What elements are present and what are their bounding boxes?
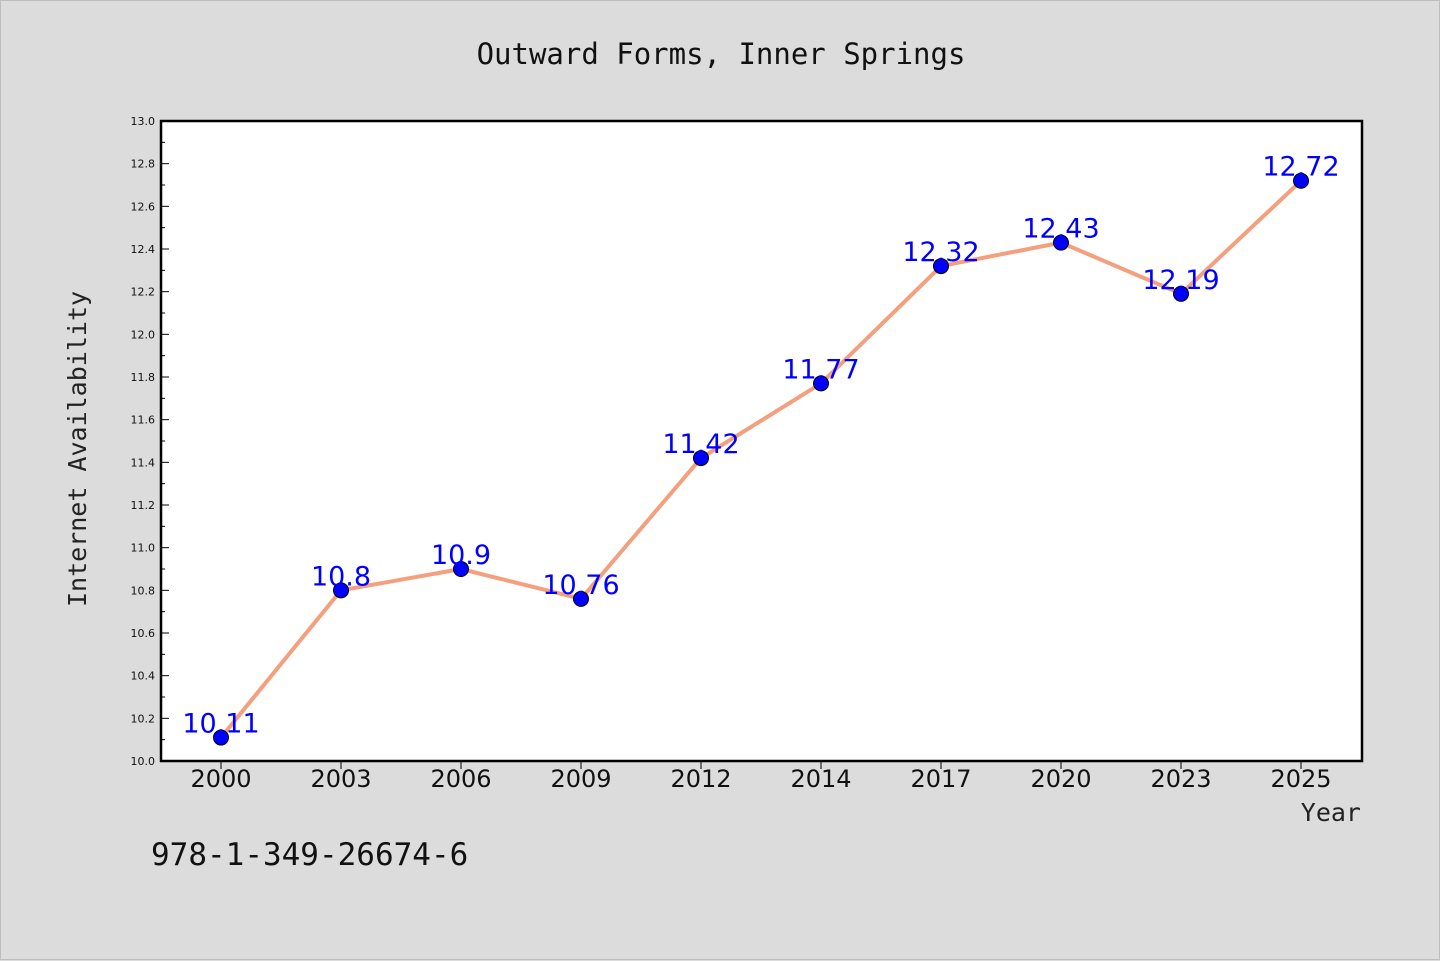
y-tick-label: 11.0 (131, 542, 156, 555)
plot-area (159, 119, 1364, 763)
data-label: 10.9 (431, 540, 491, 571)
data-point (933, 258, 949, 275)
data-label: 11.77 (782, 354, 859, 385)
y-tick-label: 12.8 (131, 158, 156, 171)
y-tick-label: 11.6 (131, 414, 156, 427)
data-label: 11.42 (662, 429, 739, 460)
x-tick-label: 2003 (310, 765, 371, 793)
y-tick-label: 12.0 (131, 328, 156, 341)
data-point (573, 590, 589, 607)
x-tick-label: 2025 (1270, 765, 1331, 793)
data-label: 10.8 (311, 561, 371, 592)
data-label: 12.72 (1262, 152, 1339, 183)
data-point (1053, 234, 1069, 251)
x-tick-label: 2000 (190, 765, 251, 793)
x-tick-label: 2020 (1030, 765, 1091, 793)
x-tick-label: 2017 (910, 765, 971, 793)
x-tick-label: 2023 (1150, 765, 1211, 793)
y-tick-label: 11.4 (131, 456, 156, 469)
x-axis-ticks: 2000 2003 2006 2009 2012 2014 2017 2020 2023 2025 (190, 761, 1332, 793)
data-label: 12.32 (902, 237, 979, 268)
y-tick-label: 10.0 (131, 755, 156, 768)
y-tick-label: 12.4 (131, 243, 156, 256)
data-point (693, 450, 709, 467)
x-tick-label: 2009 (550, 765, 611, 793)
x-tick-label: 2014 (790, 765, 851, 793)
data-label: 12.19 (1142, 265, 1219, 296)
data-point (213, 729, 229, 746)
data-label: 12.43 (1022, 214, 1099, 245)
markers-group (213, 172, 1309, 746)
chart-title: Outward Forms, Inner Springs (477, 37, 966, 71)
y-tick-label: 10.6 (131, 627, 156, 640)
series-line-group (219, 179, 1303, 739)
data-point (453, 561, 469, 577)
data-point (1173, 285, 1189, 302)
data-label: 10.76 (542, 570, 619, 601)
series-line (219, 179, 1303, 739)
x-axis-label: Year (1301, 798, 1361, 827)
y-axis-label: Internet Availability (63, 291, 92, 607)
data-point (1293, 172, 1309, 189)
data-point (333, 582, 349, 599)
isbn-annotation: 978-1-349-26674-6 (151, 837, 468, 873)
data-label: 10.11 (182, 709, 259, 740)
y-tick-label: 10.8 (131, 584, 156, 597)
y-tick-label: 12.2 (131, 286, 156, 299)
data-labels-group: 10.11 10.8 10.9 10.76 11.42 11.77 12.32 12.43 12… (182, 152, 1339, 740)
y-tick-label: 11.8 (131, 371, 156, 384)
y-tick-label: 12.6 (131, 200, 156, 213)
y-tick-label: 10.4 (131, 670, 156, 683)
data-point (813, 375, 829, 392)
y-tick-label: 11.2 (131, 499, 156, 512)
y-tick-label: 10.2 (131, 712, 156, 725)
y-tick-label: 13.0 (131, 115, 156, 128)
x-tick-label: 2006 (430, 765, 491, 793)
x-tick-label: 2012 (670, 765, 731, 793)
y-axis-ticks: 10.0 10.2 10.4 10.6 10.8 11.0 11.2 11.4 11.6 11.8… (131, 115, 169, 768)
